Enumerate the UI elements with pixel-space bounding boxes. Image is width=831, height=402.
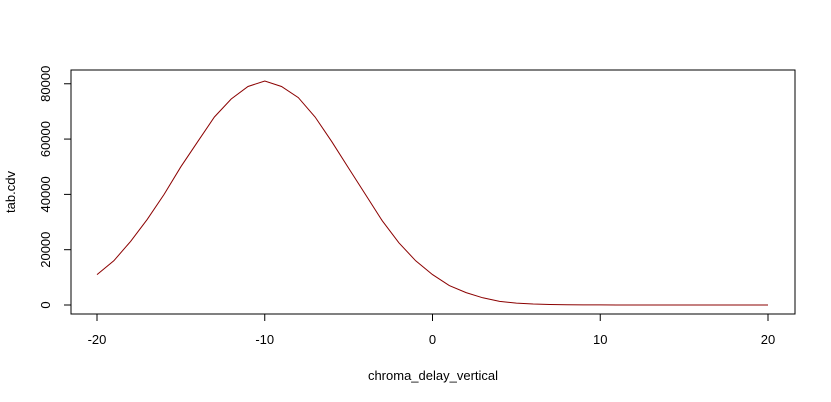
x-axis-title: chroma_delay_vertical [368,368,498,383]
y-tick-label: 40000 [38,176,53,212]
series-line [96,80,768,306]
x-tick-label: 0 [429,332,436,347]
x-tick-label: -10 [255,332,274,347]
x-tick-label: 20 [761,332,775,347]
y-tick-label: 60000 [38,121,53,157]
x-tick-label: -20 [88,332,107,347]
y-axis-title: tab.cdv [3,171,18,213]
plot-frame [70,69,796,315]
y-tick-label: 20000 [38,232,53,268]
y-tick-label: 0 [38,301,53,308]
x-axis: -20 -10 0 10 20 [88,313,775,347]
y-tick-label: 80000 [38,66,53,102]
y-axis: 0 20000 40000 60000 80000 [38,66,72,309]
x-tick-label: 10 [593,332,607,347]
